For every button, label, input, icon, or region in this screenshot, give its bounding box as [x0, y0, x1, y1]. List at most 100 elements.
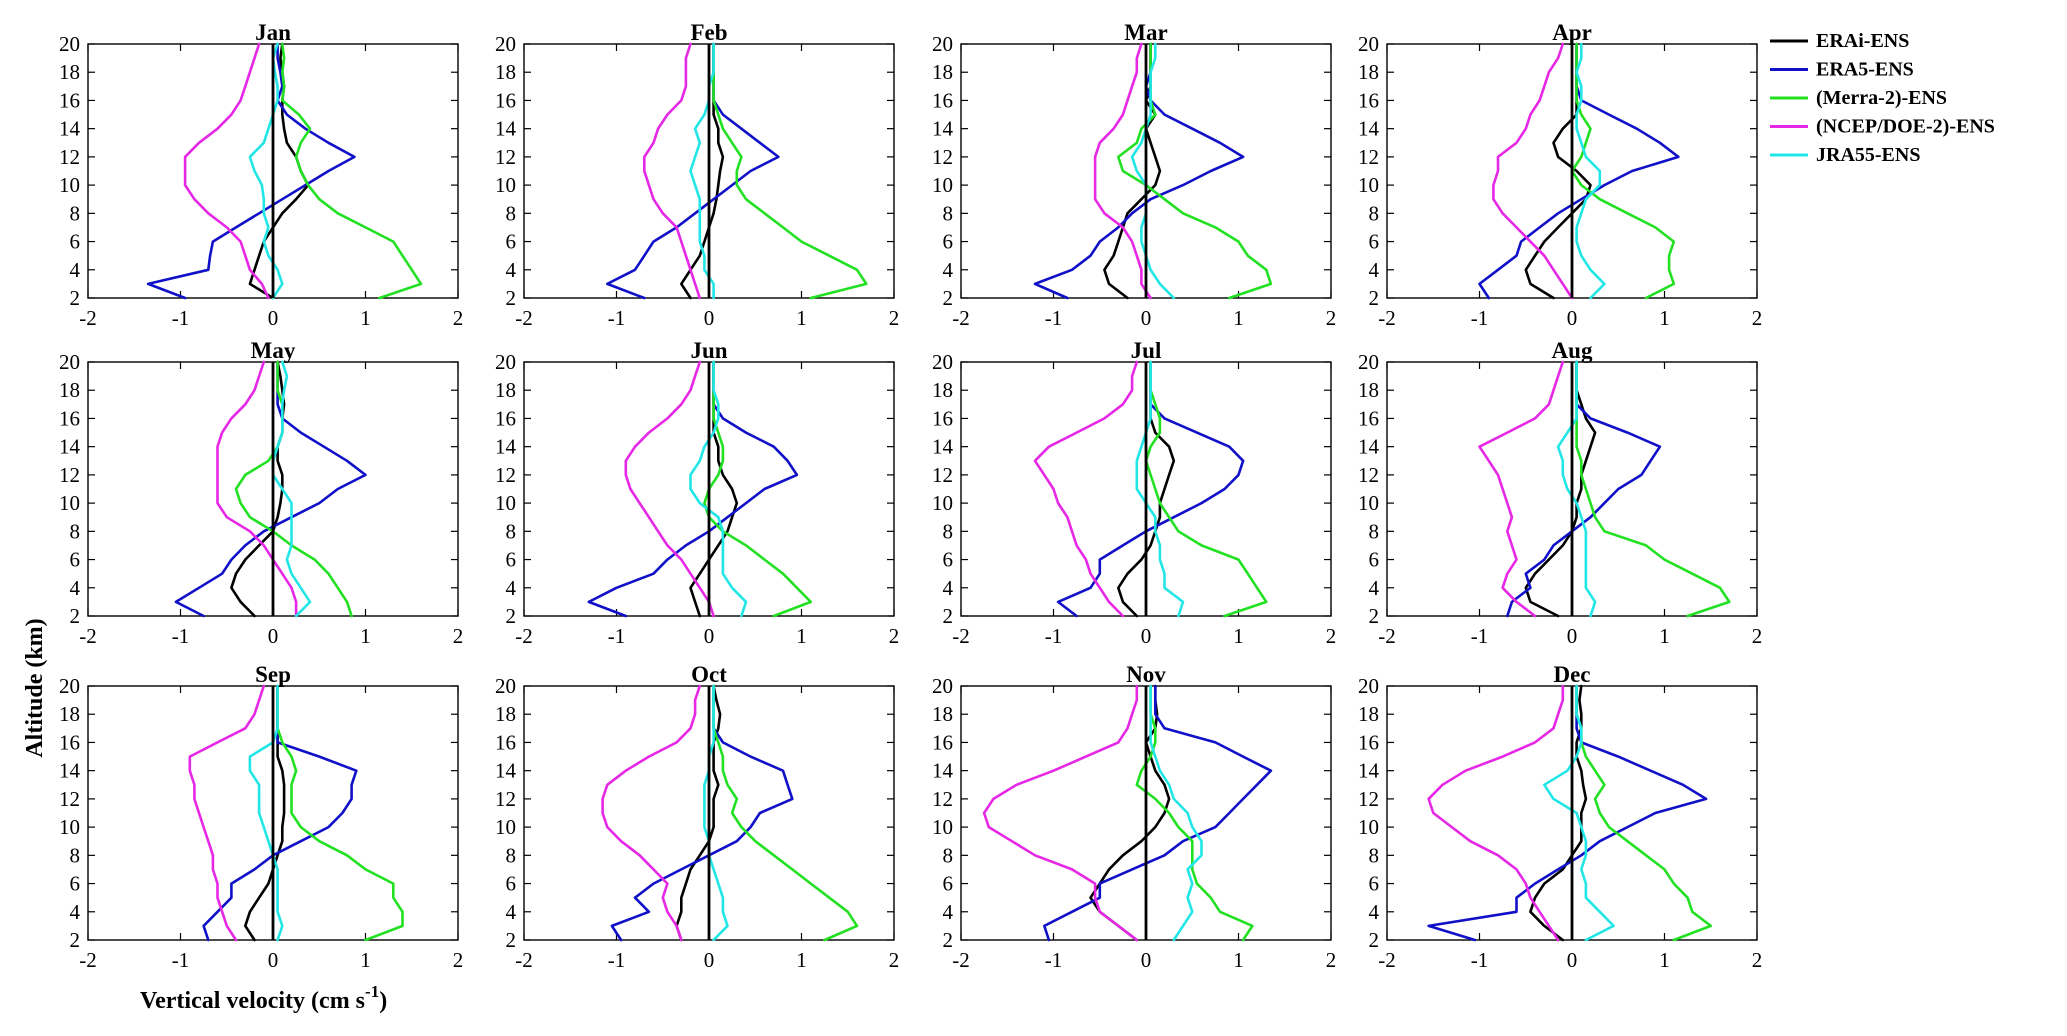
series-line-merra-2-ens	[1570, 42, 1676, 300]
legend-label: ERA5-ENS	[1816, 59, 1914, 81]
x-tick-label: 1	[360, 948, 371, 972]
y-tick-label: 12	[932, 787, 953, 811]
series-line-erai-ens	[675, 684, 722, 942]
x-tick-label: 0	[1141, 624, 1152, 648]
x-axis-title: Vertical velocity (cm s-1)	[140, 982, 387, 1014]
y-tick-label: 12	[1358, 145, 1379, 169]
y-tick-label: 2	[1369, 286, 1380, 310]
x-tick-label: 2	[1752, 624, 1763, 648]
x-tick-label: 0	[704, 306, 715, 330]
x-tick-label: -2	[79, 624, 97, 648]
y-tick-label: 10	[59, 815, 80, 839]
panel-title: Jan	[255, 20, 291, 45]
x-tick-label: -1	[1471, 948, 1489, 972]
series-line-merra-2-ens	[280, 42, 423, 300]
x-tick-label: 1	[796, 306, 807, 330]
y-tick-label: 14	[495, 117, 517, 141]
y-tick-label: 16	[1358, 88, 1379, 112]
y-tick-label: 6	[1369, 548, 1380, 572]
legend-label: JRA55-ENS	[1816, 144, 1920, 166]
y-tick-label: 4	[1369, 258, 1380, 282]
y-tick-label: 16	[1358, 406, 1379, 430]
x-tick-label: -2	[79, 948, 97, 972]
x-tick-label: -1	[608, 948, 626, 972]
y-tick-label: 10	[495, 491, 516, 515]
legend-item: JRA55-ENS	[1770, 144, 1920, 166]
x-tick-label: -2	[515, 306, 533, 330]
y-tick-label: 20	[1358, 674, 1379, 698]
y-tick-label: 20	[932, 350, 953, 374]
y-tick-label: 12	[495, 787, 516, 811]
series-line-jra55-ens	[248, 684, 284, 942]
y-tick-label: 20	[59, 674, 80, 698]
y-tick-label: 16	[932, 730, 953, 754]
x-tick-label: 1	[1659, 948, 1670, 972]
y-tick-label: 14	[1358, 435, 1380, 459]
series-line-ncep-doe-2-ens	[642, 42, 702, 300]
x-tick-label: -1	[608, 624, 626, 648]
y-tick-label: 6	[506, 872, 517, 896]
y-tick-label: 10	[1358, 173, 1379, 197]
y-tick-label: 4	[506, 258, 517, 282]
y-tick-label: 6	[1369, 230, 1380, 254]
y-tick-label: 10	[59, 173, 80, 197]
series-line-era5-ens	[1506, 360, 1662, 618]
series-line-jra55-ens	[703, 684, 729, 942]
y-tick-label: 18	[1358, 378, 1379, 402]
y-tick-label: 14	[1358, 759, 1380, 783]
y-tick-label: 14	[1358, 117, 1380, 141]
x-tick-label: 1	[796, 624, 807, 648]
legend-label: (Merra-2)-ENS	[1816, 87, 1947, 109]
series-line-jra55-ens	[1556, 360, 1597, 618]
y-axis-title: Altitude (km)	[22, 618, 48, 757]
y-tick-label: 4	[943, 258, 954, 282]
y-tick-label: 4	[70, 258, 81, 282]
y-tick-label: 14	[59, 759, 81, 783]
y-tick-label: 12	[932, 463, 953, 487]
y-tick-label: 16	[932, 88, 953, 112]
y-tick-label: 14	[495, 435, 517, 459]
series-line-era5-ens	[146, 42, 356, 300]
y-tick-label: 4	[506, 576, 517, 600]
y-tick-label: 12	[1358, 463, 1379, 487]
x-tick-label: -1	[608, 306, 626, 330]
x-tick-label: 2	[1326, 948, 1337, 972]
x-tick-label: 0	[1567, 624, 1578, 648]
y-tick-label: 4	[943, 576, 954, 600]
y-tick-label: 2	[943, 286, 954, 310]
panel-title: Nov	[1126, 662, 1166, 687]
series-line-jra55-ens	[1575, 42, 1606, 300]
x-tick-label: 0	[1567, 948, 1578, 972]
y-tick-label: 4	[943, 900, 954, 924]
y-tick-label: 20	[932, 674, 953, 698]
series-line-merra-2-ens	[1135, 684, 1254, 942]
series-line-merra-2-ens	[712, 42, 868, 300]
series-line-merra-2-ens	[1575, 360, 1731, 618]
y-tick-label: 14	[59, 117, 81, 141]
series-line-ncep-doe-2-ens	[624, 360, 715, 618]
y-tick-label: 16	[1358, 730, 1379, 754]
y-tick-label: 18	[1358, 702, 1379, 726]
x-tick-label: -1	[172, 624, 190, 648]
x-tick-label: 1	[796, 948, 807, 972]
panel-title: May	[251, 338, 296, 363]
y-tick-label: 16	[495, 88, 516, 112]
y-tick-label: 18	[932, 702, 953, 726]
x-tick-label: 1	[1233, 948, 1244, 972]
y-tick-label: 8	[1369, 201, 1380, 225]
y-tick-label: 18	[495, 378, 516, 402]
y-tick-label: 2	[1369, 928, 1380, 952]
x-tick-label: -2	[79, 306, 97, 330]
y-tick-label: 8	[506, 519, 517, 543]
y-tick-label: 10	[932, 173, 953, 197]
y-tick-label: 20	[495, 350, 516, 374]
y-tick-label: 16	[59, 88, 80, 112]
y-tick-label: 8	[70, 519, 81, 543]
series-line-merra-2-ens	[276, 684, 404, 942]
x-tick-label: -1	[1471, 306, 1489, 330]
y-tick-label: 4	[506, 900, 517, 924]
y-tick-label: 12	[59, 145, 80, 169]
y-tick-label: 12	[495, 145, 516, 169]
y-tick-label: 12	[1358, 787, 1379, 811]
